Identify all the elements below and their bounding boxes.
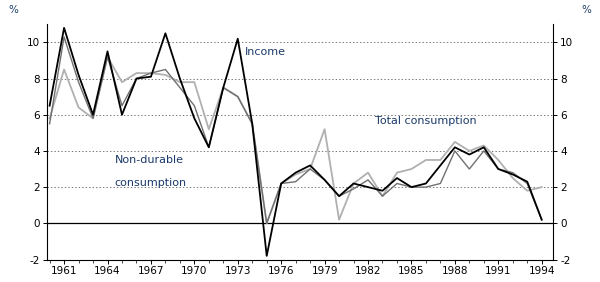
Text: Total consumption: Total consumption bbox=[375, 116, 477, 125]
Text: %: % bbox=[581, 5, 591, 15]
Text: consumption: consumption bbox=[115, 178, 187, 188]
Text: %: % bbox=[9, 5, 19, 15]
Text: Income: Income bbox=[245, 47, 286, 57]
Text: Non-durable: Non-durable bbox=[115, 155, 184, 166]
